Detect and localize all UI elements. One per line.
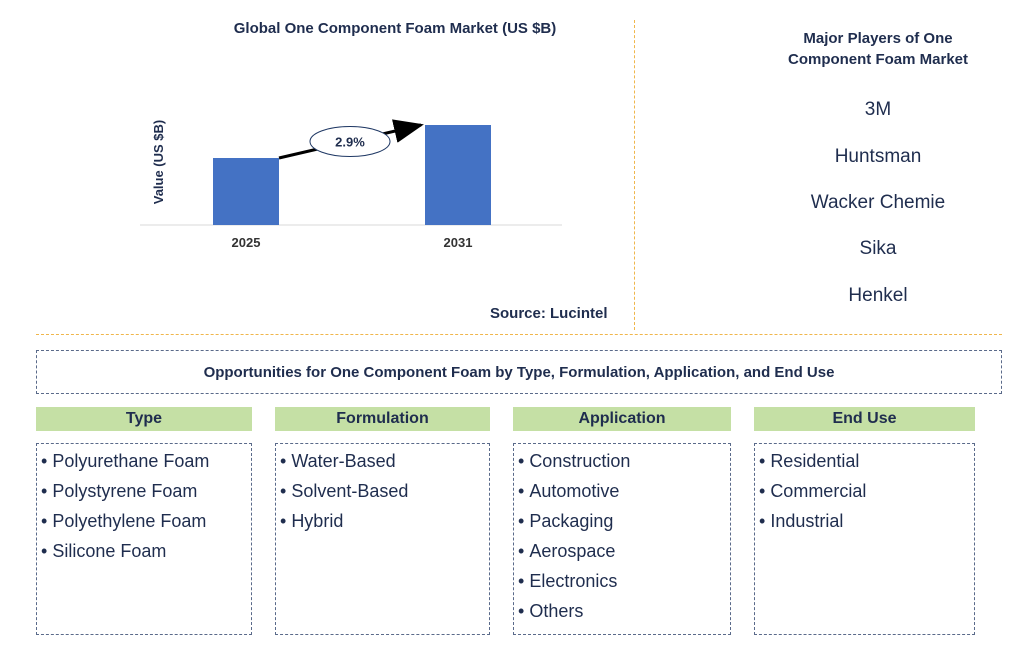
growth-rate-ellipse bbox=[309, 126, 391, 157]
list-item: • Polyethylene Foam bbox=[41, 511, 207, 531]
bar-chart: Value (US $B) 2025 2031 2.9% bbox=[140, 119, 562, 250]
opportunities-title-box: Opportunities for One Component Foam by … bbox=[36, 350, 1002, 394]
column-header-application: Application bbox=[513, 407, 731, 431]
column-header-end-use: End Use bbox=[754, 407, 975, 431]
player-item: Huntsman bbox=[834, 146, 922, 167]
list-item: • Electronics bbox=[518, 571, 618, 591]
column-list-end-use: • Residential • Commercial • Industrial bbox=[754, 443, 975, 635]
player-item: 3M bbox=[864, 99, 892, 120]
x-tick-label: 2031 bbox=[444, 235, 473, 250]
horizontal-divider bbox=[36, 334, 1002, 335]
column-header-type: Type bbox=[36, 407, 252, 431]
list-item: • Industrial bbox=[759, 511, 844, 531]
list-item: • Polystyrene Foam bbox=[41, 481, 198, 501]
player-item: Wacker Chemie bbox=[810, 192, 946, 213]
column-list-application: • Construction • Automotive • Packaging • Ae… bbox=[513, 443, 731, 635]
vertical-divider bbox=[634, 20, 635, 330]
y-axis-label: Value (US $B) bbox=[151, 120, 166, 205]
column-list-formulation: • Water-Based • Solvent-Based • Hybrid bbox=[275, 443, 490, 635]
bar-2031 bbox=[425, 125, 491, 225]
player-item: Sika bbox=[859, 238, 897, 259]
list-item: • Hybrid bbox=[280, 511, 344, 531]
list-item: • Others bbox=[518, 601, 584, 621]
column-header-formulation: Formulation bbox=[275, 407, 490, 431]
list-item: • Automotive bbox=[518, 481, 620, 501]
x-tick-label: 2025 bbox=[232, 235, 261, 250]
list-item: • Commercial bbox=[759, 481, 867, 501]
bar-2025 bbox=[213, 158, 279, 225]
list-item: • Residential bbox=[759, 451, 860, 471]
column-list-type: • Polyurethane Foam • Polystyrene Foam • Po… bbox=[36, 443, 252, 635]
list-item: • Water-Based bbox=[280, 451, 396, 471]
list-item: • Packaging bbox=[518, 511, 614, 531]
list-item: • Solvent-Based bbox=[280, 481, 409, 501]
player-item: Henkel bbox=[848, 285, 908, 306]
chart-title: Global One Component Foam Market (US $B) bbox=[233, 20, 557, 37]
list-item: • Polyurethane Foam bbox=[41, 451, 210, 471]
list-item: • Silicone Foam bbox=[41, 541, 167, 561]
source-label: Source: Lucintel bbox=[490, 305, 608, 322]
list-item: • Construction bbox=[518, 451, 631, 471]
opportunities-title: Opportunities for One Component Foam by … bbox=[203, 363, 835, 381]
list-item: • Aerospace bbox=[518, 541, 616, 561]
growth-rate-label: 2.9% bbox=[335, 135, 365, 150]
players-title: Major Players of One Component Foam Mark… bbox=[787, 30, 968, 68]
